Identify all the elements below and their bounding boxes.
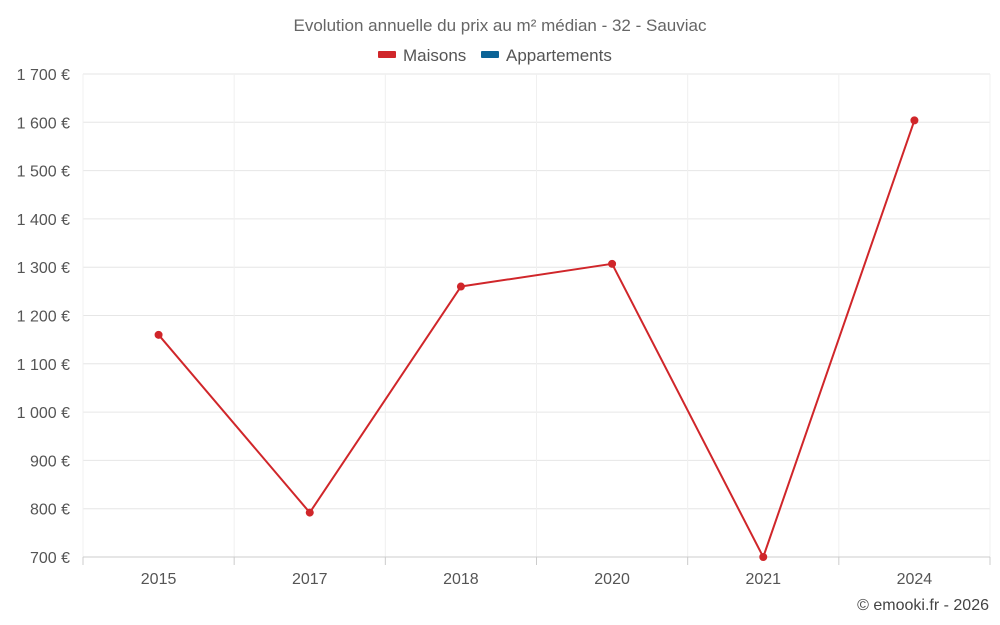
y-tick-label: 1 500 € xyxy=(17,164,70,181)
series-line-maisons xyxy=(157,120,916,558)
y-tick-label: 700 € xyxy=(30,550,70,567)
x-tick-label: 2018 xyxy=(443,571,479,588)
legend-label-appartements[interactable]: Appartements xyxy=(506,46,612,65)
data-point-maisons[interactable] xyxy=(154,330,163,339)
data-point-maisons[interactable] xyxy=(910,116,919,125)
chart-title: Evolution annuelle du prix au m² médian … xyxy=(294,16,707,35)
series-layer xyxy=(154,116,919,561)
y-tick-label: 1 100 € xyxy=(17,357,70,374)
grid-lines xyxy=(82,73,991,558)
y-tick-label: 1 000 € xyxy=(17,405,70,422)
y-tick-label: 1 700 € xyxy=(17,67,70,84)
x-axis: 2015 2017 2018 2020 2021 2024 xyxy=(82,556,991,588)
data-point-maisons[interactable] xyxy=(305,508,314,517)
legend-swatch-maisons[interactable] xyxy=(378,51,396,58)
y-tick-label: 1 600 € xyxy=(17,115,70,132)
data-point-maisons[interactable] xyxy=(759,553,768,561)
y-tick-label: 800 € xyxy=(30,502,70,519)
y-tick-label: 1 400 € xyxy=(17,212,70,229)
y-tick-label: 1 300 € xyxy=(17,260,70,277)
x-tick-label: 2015 xyxy=(141,571,177,588)
y-tick-label: 900 € xyxy=(30,453,70,470)
legend-label-maisons[interactable]: Maisons xyxy=(403,46,466,65)
x-tick-label: 2021 xyxy=(745,571,781,588)
x-tick-label: 2020 xyxy=(594,571,630,588)
legend-swatch-appartements[interactable] xyxy=(481,51,499,58)
legend: Maisons Appartements xyxy=(378,46,612,65)
x-tick-label: 2017 xyxy=(292,571,328,588)
y-tick-label: 1 200 € xyxy=(17,309,70,326)
data-point-maisons[interactable] xyxy=(608,259,617,268)
y-axis: 700 € 800 € 900 € 1 000 € 1 100 € 1 200 € 1 30… xyxy=(17,67,70,567)
credit-text: © emooki.fr - 2026 xyxy=(857,597,989,614)
data-point-maisons[interactable] xyxy=(456,282,465,291)
x-tick-label: 2024 xyxy=(897,571,933,588)
